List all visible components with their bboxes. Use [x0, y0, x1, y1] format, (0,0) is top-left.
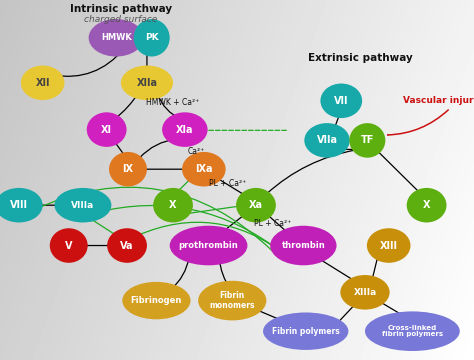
Text: XI: XI: [101, 125, 112, 135]
Text: charged surface: charged surface: [84, 15, 157, 24]
Ellipse shape: [55, 188, 111, 222]
Ellipse shape: [0, 188, 43, 222]
Text: HMWK + Ca²⁺: HMWK + Ca²⁺: [146, 98, 200, 107]
Text: Fibrin polymers: Fibrin polymers: [272, 327, 339, 336]
Ellipse shape: [109, 152, 147, 186]
Text: VIIIa: VIIIa: [71, 201, 95, 210]
Ellipse shape: [270, 226, 337, 265]
Ellipse shape: [367, 228, 410, 263]
Ellipse shape: [198, 281, 266, 320]
Text: prothrombin: prothrombin: [179, 241, 238, 250]
Text: HMWK: HMWK: [101, 33, 131, 42]
Ellipse shape: [365, 311, 460, 351]
Ellipse shape: [89, 19, 144, 57]
Ellipse shape: [407, 188, 447, 222]
Text: XII: XII: [36, 78, 50, 88]
Text: PL + Ca²⁺: PL + Ca²⁺: [209, 179, 246, 188]
Ellipse shape: [263, 312, 348, 350]
Text: VII: VII: [334, 96, 348, 106]
Ellipse shape: [121, 66, 173, 100]
Ellipse shape: [349, 123, 385, 158]
Ellipse shape: [162, 112, 208, 147]
Ellipse shape: [304, 123, 350, 158]
Ellipse shape: [107, 228, 147, 263]
Ellipse shape: [153, 188, 193, 222]
Text: XIIIa: XIIIa: [353, 288, 377, 297]
Text: XIa: XIa: [176, 125, 193, 135]
Text: Fibrin
monomers: Fibrin monomers: [210, 291, 255, 310]
Text: X: X: [423, 200, 430, 210]
Text: Vascular injury: Vascular injury: [402, 96, 474, 105]
Text: Xa: Xa: [249, 200, 263, 210]
Text: TF: TF: [361, 135, 374, 145]
Ellipse shape: [340, 275, 390, 310]
Text: XIIa: XIIa: [137, 78, 157, 88]
Ellipse shape: [236, 188, 276, 222]
Ellipse shape: [50, 228, 88, 263]
Text: thrombin: thrombin: [282, 241, 325, 250]
Text: XIII: XIII: [380, 240, 398, 251]
Ellipse shape: [320, 84, 362, 118]
Ellipse shape: [170, 226, 247, 265]
Text: X: X: [169, 200, 177, 210]
Text: Fibrinogen: Fibrinogen: [131, 296, 182, 305]
Text: PL + Ca²⁺: PL + Ca²⁺: [254, 219, 291, 228]
Text: PK: PK: [145, 33, 158, 42]
Text: VIII: VIII: [10, 200, 28, 210]
Text: VIIa: VIIa: [317, 135, 337, 145]
Text: Ca²⁺: Ca²⁺: [187, 147, 204, 156]
Text: IX: IX: [122, 164, 134, 174]
Text: Va: Va: [120, 240, 134, 251]
Ellipse shape: [122, 282, 191, 319]
Text: Intrinsic pathway: Intrinsic pathway: [70, 4, 172, 14]
Text: Cross-linked
fibrin polymers: Cross-linked fibrin polymers: [382, 325, 443, 337]
Ellipse shape: [182, 152, 226, 186]
Text: V: V: [65, 240, 73, 251]
Ellipse shape: [87, 112, 127, 147]
Ellipse shape: [134, 19, 170, 57]
Ellipse shape: [21, 66, 64, 100]
Text: IXa: IXa: [195, 164, 212, 174]
Text: Extrinsic pathway: Extrinsic pathway: [308, 53, 412, 63]
